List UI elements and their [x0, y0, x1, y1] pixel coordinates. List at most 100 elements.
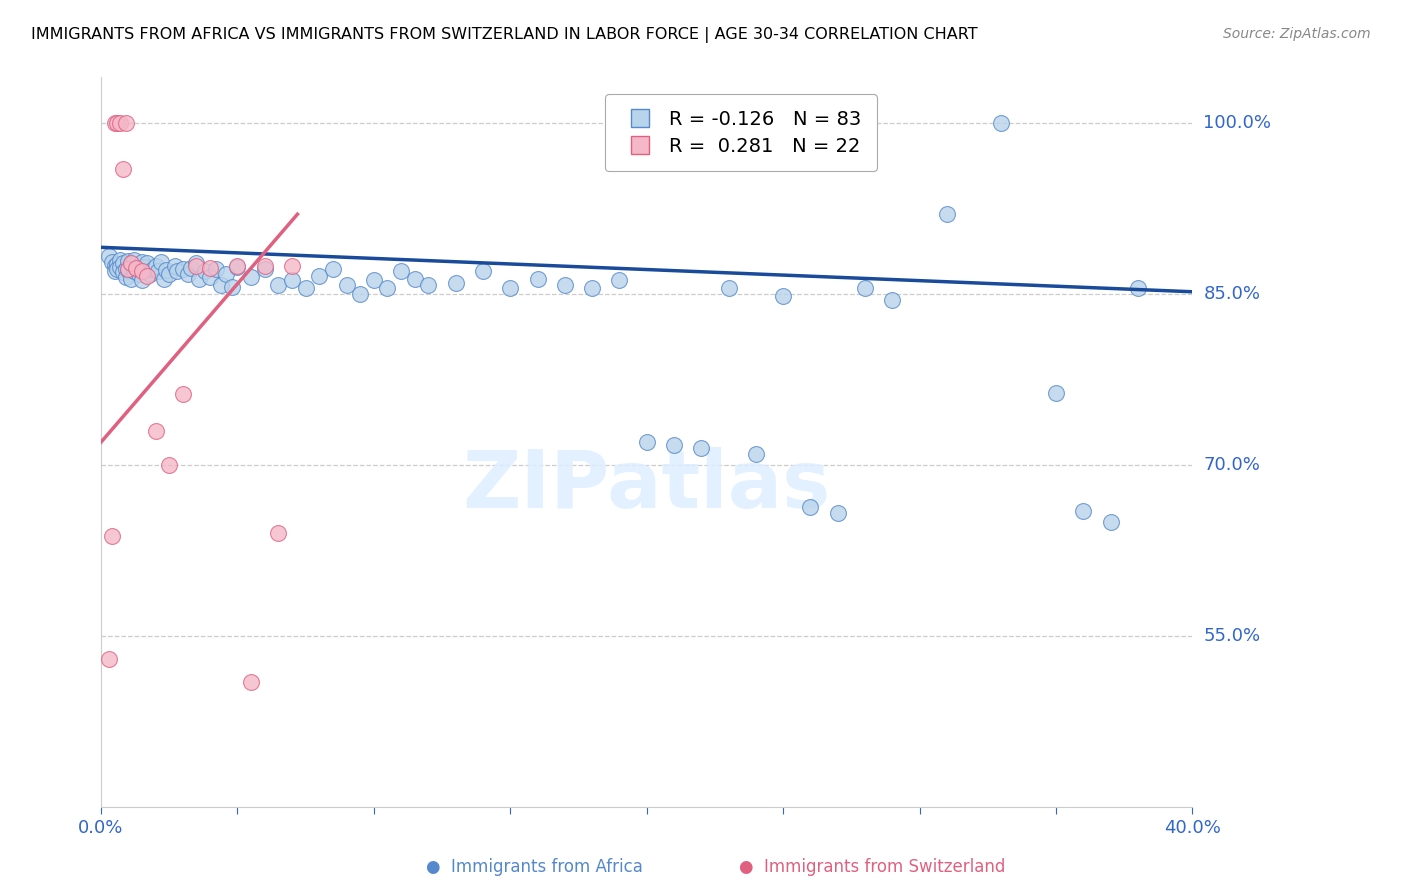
- Point: [120, 257, 142, 271]
- Point: [111, 256, 134, 270]
- Point: [172, 262, 194, 277]
- Point: [120, 272, 142, 286]
- Point: [117, 254, 139, 268]
- Point: [166, 264, 188, 278]
- Point: [1045, 386, 1067, 401]
- Point: [180, 260, 202, 275]
- Point: [148, 264, 170, 278]
- Point: [108, 116, 131, 130]
- Point: [120, 256, 142, 270]
- Point: [131, 255, 153, 269]
- Point: [108, 260, 131, 274]
- Point: [404, 272, 426, 286]
- Point: [136, 268, 159, 283]
- Point: [131, 264, 153, 278]
- Point: [128, 267, 150, 281]
- Point: [194, 264, 217, 278]
- Point: [636, 435, 658, 450]
- Point: [104, 116, 127, 130]
- Point: [139, 267, 162, 281]
- Point: [108, 252, 131, 267]
- Text: ●  Immigrants from Africa: ● Immigrants from Africa: [426, 858, 643, 876]
- Point: [177, 267, 200, 281]
- Point: [221, 280, 243, 294]
- Point: [142, 262, 165, 277]
- Point: [662, 437, 685, 451]
- Point: [117, 262, 139, 277]
- Point: [188, 272, 211, 286]
- Point: [125, 262, 148, 277]
- Point: [363, 273, 385, 287]
- Point: [349, 287, 371, 301]
- Text: ●  Immigrants from Switzerland: ● Immigrants from Switzerland: [738, 858, 1005, 876]
- Point: [745, 447, 768, 461]
- Point: [122, 264, 145, 278]
- Point: [157, 458, 180, 472]
- Point: [114, 269, 136, 284]
- Text: 55.0%: 55.0%: [1204, 627, 1261, 645]
- Point: [267, 526, 290, 541]
- Point: [853, 281, 876, 295]
- Point: [136, 256, 159, 270]
- Point: [882, 293, 904, 307]
- Point: [122, 252, 145, 267]
- Point: [114, 262, 136, 277]
- Point: [690, 441, 713, 455]
- Text: Source: ZipAtlas.com: Source: ZipAtlas.com: [1223, 27, 1371, 41]
- Point: [418, 277, 440, 292]
- Point: [554, 277, 576, 292]
- Point: [827, 506, 849, 520]
- Text: 85.0%: 85.0%: [1204, 285, 1261, 303]
- Point: [389, 264, 412, 278]
- Point: [609, 273, 631, 287]
- Point: [149, 255, 172, 269]
- Point: [335, 277, 357, 292]
- Point: [98, 249, 121, 263]
- Point: [198, 269, 221, 284]
- Point: [125, 260, 148, 275]
- Point: [281, 273, 304, 287]
- Point: [111, 265, 134, 279]
- Point: [134, 260, 156, 274]
- Point: [145, 259, 167, 273]
- Point: [117, 263, 139, 277]
- Point: [267, 277, 290, 292]
- Point: [308, 268, 330, 283]
- Text: 100.0%: 100.0%: [1204, 114, 1271, 132]
- Point: [186, 259, 208, 273]
- Point: [101, 529, 124, 543]
- Point: [581, 281, 603, 295]
- Point: [1071, 503, 1094, 517]
- Point: [131, 273, 153, 287]
- Point: [717, 281, 740, 295]
- Point: [322, 262, 344, 277]
- Point: [240, 269, 263, 284]
- Point: [104, 259, 127, 273]
- Point: [1099, 515, 1122, 529]
- Text: ZIPatlas: ZIPatlas: [463, 447, 831, 525]
- Point: [209, 277, 232, 292]
- Point: [186, 256, 208, 270]
- Point: [990, 116, 1012, 130]
- Point: [198, 260, 221, 275]
- Point: [101, 255, 124, 269]
- Point: [1126, 281, 1149, 295]
- Point: [253, 259, 276, 273]
- Text: 70.0%: 70.0%: [1204, 456, 1260, 474]
- Point: [799, 500, 821, 515]
- Point: [111, 161, 134, 176]
- Point: [240, 674, 263, 689]
- Point: [935, 207, 957, 221]
- Point: [145, 424, 167, 438]
- Point: [226, 259, 249, 273]
- Legend: R = -0.126   N = 83, R =  0.281   N = 22: R = -0.126 N = 83, R = 0.281 N = 22: [605, 95, 877, 171]
- Point: [215, 267, 238, 281]
- Point: [105, 257, 128, 271]
- Point: [526, 272, 548, 286]
- Point: [155, 263, 177, 277]
- Point: [172, 387, 194, 401]
- Point: [772, 289, 794, 303]
- Point: [98, 652, 121, 666]
- Text: IMMIGRANTS FROM AFRICA VS IMMIGRANTS FROM SWITZERLAND IN LABOR FORCE | AGE 30-34: IMMIGRANTS FROM AFRICA VS IMMIGRANTS FRO…: [31, 27, 977, 43]
- Point: [226, 260, 249, 274]
